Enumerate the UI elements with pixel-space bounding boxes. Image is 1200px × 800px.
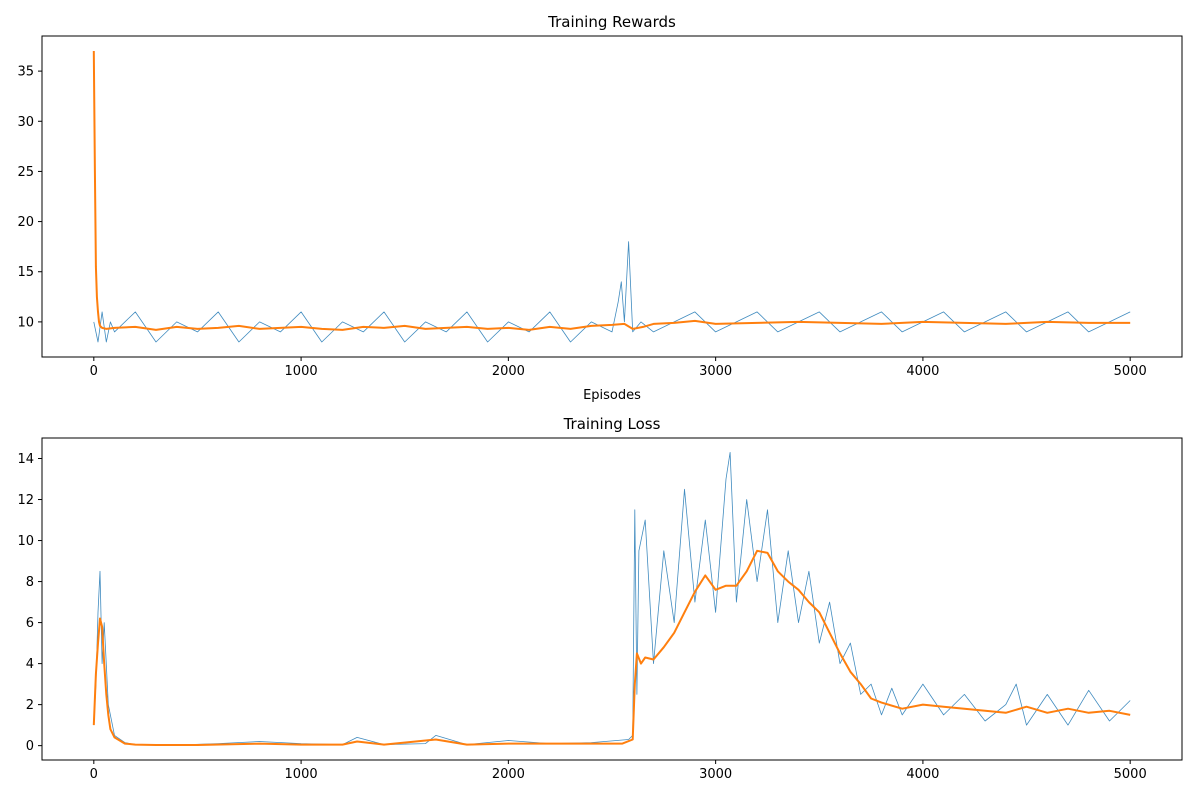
raw-series-line: [93, 241, 1131, 343]
y-tick-label: 10: [17, 534, 34, 549]
raw-series-line: [93, 451, 1131, 746]
chart-title: Training Loss: [563, 415, 661, 433]
y-tick-label: 12: [17, 493, 34, 508]
x-tick-label: 3000: [699, 364, 732, 379]
x-tick-label: 2000: [492, 364, 525, 379]
rewards-chart: Training Rewards 0 1000 2000 3000 4000 5000 10 1…: [17, 13, 1183, 403]
y-tick-label: 6: [26, 616, 34, 631]
y-tick-label: 2: [26, 698, 34, 713]
chart-title: Training Rewards: [547, 13, 676, 31]
x-tick-label: 5000: [1114, 767, 1147, 782]
y-tick-label: 30: [17, 115, 34, 130]
plot-frame: [41, 437, 1183, 761]
x-tick-label: 0: [90, 364, 98, 379]
smoothed-series-line: [92, 549, 1131, 746]
x-tick-label: 2000: [492, 767, 525, 782]
y-tick-label: 14: [17, 452, 34, 467]
x-tick-label: 3000: [699, 767, 732, 782]
y-tick-label: 35: [17, 65, 34, 80]
x-tick-label: 1000: [285, 767, 318, 782]
y-tick-label: 15: [17, 265, 34, 280]
x-tick-label: 0: [90, 767, 98, 782]
y-tick-label: 4: [26, 657, 34, 672]
y-tick-label: 0: [26, 739, 34, 754]
y-tick-label: 10: [17, 315, 34, 330]
x-axis-label: Episodes: [583, 388, 641, 403]
x-tick-label: 4000: [906, 364, 939, 379]
x-tick-label: 5000: [1114, 364, 1147, 379]
x-tick-label: 1000: [285, 364, 318, 379]
x-tick-label: 4000: [906, 767, 939, 782]
y-tick-label: 20: [17, 215, 34, 230]
plot-frame: [41, 35, 1183, 358]
smoothed-series-line: [92, 50, 1131, 331]
y-tick-label: 25: [17, 165, 34, 180]
loss-chart: Training Loss 0 1000 2000 3000 4000 5000 0 2 4 6 8 1…: [17, 415, 1183, 782]
y-tick-label: 8: [26, 575, 34, 590]
